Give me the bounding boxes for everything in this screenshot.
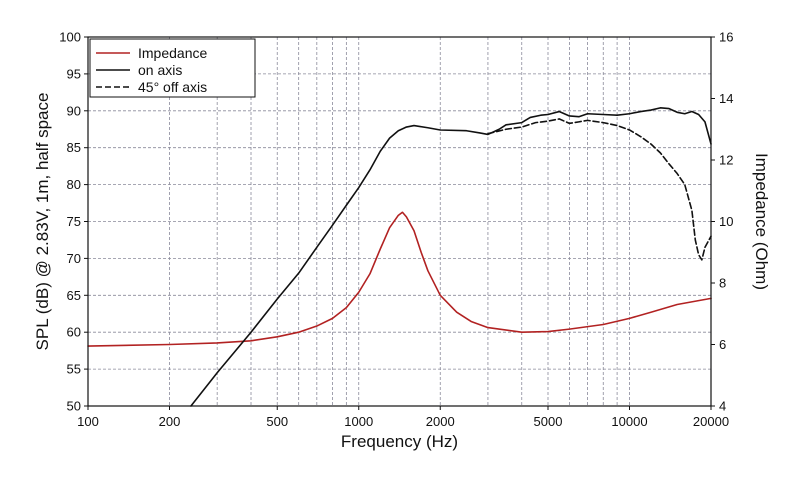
x-tick-label: 200 bbox=[159, 414, 181, 429]
y-tick-label: 60 bbox=[67, 325, 81, 340]
series-line-off-axis bbox=[487, 118, 712, 261]
y-axis-ticks: 50 55 60 65 70 75 80 85 90 95 100 bbox=[59, 30, 88, 414]
x-tick-label: 10000 bbox=[611, 414, 647, 429]
y-tick-label: 50 bbox=[67, 399, 81, 414]
y2-tick-label: 6 bbox=[719, 337, 726, 352]
y2-tick-label: 16 bbox=[719, 30, 733, 45]
y2-tick-label: 10 bbox=[719, 214, 733, 229]
grid bbox=[88, 37, 711, 406]
x-tick-label: 1000 bbox=[344, 414, 373, 429]
y-tick-label: 80 bbox=[67, 177, 81, 192]
legend-label-impedance: Impedance bbox=[138, 45, 207, 61]
x-tick-label: 2000 bbox=[426, 414, 455, 429]
x-tick-label: 100 bbox=[77, 414, 99, 429]
y-tick-label: 70 bbox=[67, 251, 81, 266]
y2-tick-label: 12 bbox=[719, 153, 733, 168]
y2-tick-label: 4 bbox=[719, 399, 726, 414]
series-line-on-axis bbox=[190, 107, 712, 407]
x-axis-title: Frequency (Hz) bbox=[341, 432, 458, 451]
series-line-impedance bbox=[87, 211, 712, 347]
y2-tick-label: 14 bbox=[719, 91, 733, 106]
y-tick-label: 90 bbox=[67, 103, 81, 118]
y2-axis-title: Impedance (Ohm) bbox=[752, 153, 771, 290]
y-tick-label: 85 bbox=[67, 140, 81, 155]
legend: Impedance on axis 45° off axis bbox=[89, 38, 256, 98]
y-axis-title: SPL (dB) @ 2.83V, 1m, half space bbox=[33, 93, 52, 351]
y2-tick-label: 8 bbox=[719, 276, 726, 291]
y2-axis-ticks: 4 6 8 10 12 14 16 bbox=[711, 30, 733, 414]
y-tick-label: 100 bbox=[59, 30, 81, 45]
y-tick-label: 55 bbox=[67, 362, 81, 377]
y-tick-label: 95 bbox=[67, 66, 81, 81]
y-tick-label: 65 bbox=[67, 288, 81, 303]
x-tick-label: 500 bbox=[266, 414, 288, 429]
y-tick-label: 75 bbox=[67, 214, 81, 229]
legend-label-off-axis: 45° off axis bbox=[138, 79, 207, 95]
x-tick-label: 5000 bbox=[534, 414, 563, 429]
x-tick-label: 20000 bbox=[693, 414, 729, 429]
legend-label-on-axis: on axis bbox=[138, 62, 182, 78]
series-lines bbox=[87, 107, 712, 407]
x-axis-ticks: 100 200 500 1000 2000 5000 10000 20000 bbox=[77, 406, 729, 429]
